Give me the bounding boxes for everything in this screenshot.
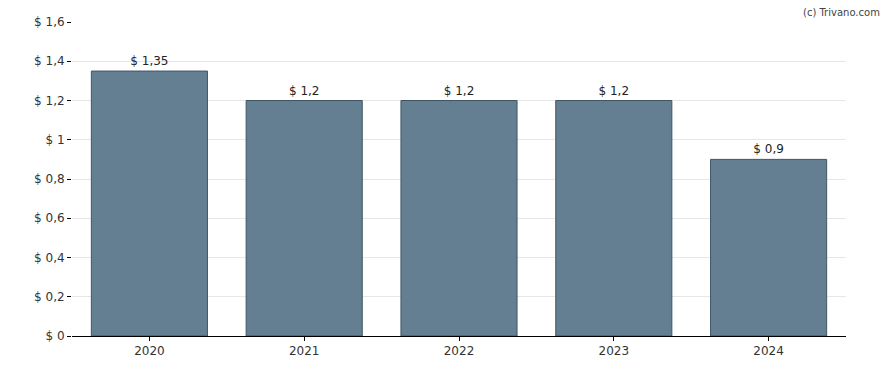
svg-text:$ 1,6: $ 1,6 — [34, 15, 65, 29]
svg-text:2022: 2022 — [444, 344, 475, 358]
svg-text:$ 0,4: $ 0,4 — [34, 251, 65, 265]
svg-text:$ 0: $ 0 — [46, 329, 65, 343]
svg-text:(c) Trivano.com: (c) Trivano.com — [803, 7, 880, 18]
svg-text:$ 0,6: $ 0,6 — [34, 211, 65, 225]
svg-text:2023: 2023 — [599, 344, 630, 358]
svg-text:$ 1: $ 1 — [46, 133, 65, 147]
svg-text:$ 0,9: $ 0,9 — [753, 142, 784, 156]
svg-text:2021: 2021 — [289, 344, 320, 358]
svg-text:2020: 2020 — [134, 344, 165, 358]
svg-text:$ 1,2: $ 1,2 — [444, 84, 475, 98]
svg-text:$ 1,2: $ 1,2 — [599, 84, 630, 98]
svg-text:$ 0,8: $ 0,8 — [34, 172, 65, 186]
svg-text:$ 1,2: $ 1,2 — [289, 84, 320, 98]
svg-text:$ 1,35: $ 1,35 — [130, 54, 168, 68]
svg-text:$ 1,4: $ 1,4 — [34, 54, 65, 68]
svg-text:$ 0,2: $ 0,2 — [34, 290, 65, 304]
svg-text:$ 1,2: $ 1,2 — [34, 94, 65, 108]
svg-text:2024: 2024 — [753, 344, 784, 358]
